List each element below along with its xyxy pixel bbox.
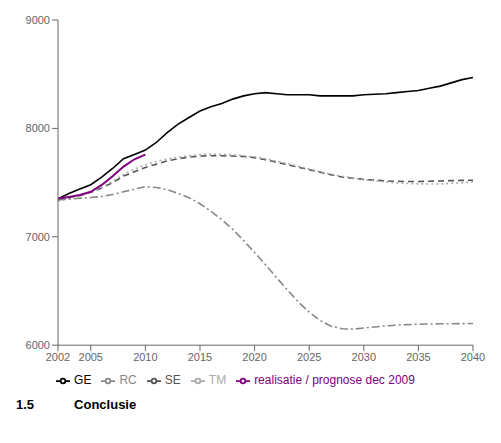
html-text:Conclusie: Conclusie bbox=[74, 397, 137, 412]
html-text:realisatie / prognose dec 2009: realisatie / prognose dec 2009 bbox=[254, 373, 415, 388]
svg-text:2030: 2030 bbox=[352, 351, 376, 363]
svg-text:2025: 2025 bbox=[297, 351, 321, 363]
svg-text:7000: 7000 bbox=[26, 231, 50, 243]
svg-text:2040: 2040 bbox=[461, 351, 485, 363]
svg-text:2035: 2035 bbox=[406, 351, 430, 363]
svg-text:6000: 6000 bbox=[26, 339, 50, 351]
svg-text:2005: 2005 bbox=[79, 351, 103, 363]
svg-text:9000: 9000 bbox=[26, 14, 50, 26]
svg-text:2010: 2010 bbox=[133, 351, 157, 363]
html-text:SE: SE bbox=[164, 373, 181, 388]
html-text:GE: GE bbox=[74, 373, 92, 388]
svg-text:2002: 2002 bbox=[46, 351, 70, 363]
html-text:TM: TM bbox=[208, 373, 227, 388]
svg-text:8000: 8000 bbox=[26, 122, 50, 134]
html-text:1.5: 1.5 bbox=[16, 397, 35, 412]
svg-text:2015: 2015 bbox=[188, 351, 212, 363]
html-text:RC: RC bbox=[119, 373, 137, 388]
svg-text:2020: 2020 bbox=[242, 351, 266, 363]
